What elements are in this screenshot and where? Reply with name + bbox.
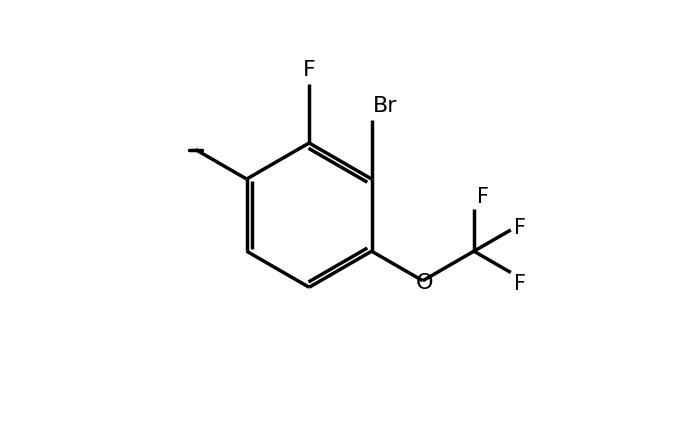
Text: O: O (415, 273, 433, 294)
Text: F: F (477, 187, 489, 207)
Text: F: F (303, 60, 316, 80)
Text: F: F (514, 218, 526, 238)
Text: Br: Br (373, 96, 398, 116)
Text: F: F (514, 274, 526, 294)
